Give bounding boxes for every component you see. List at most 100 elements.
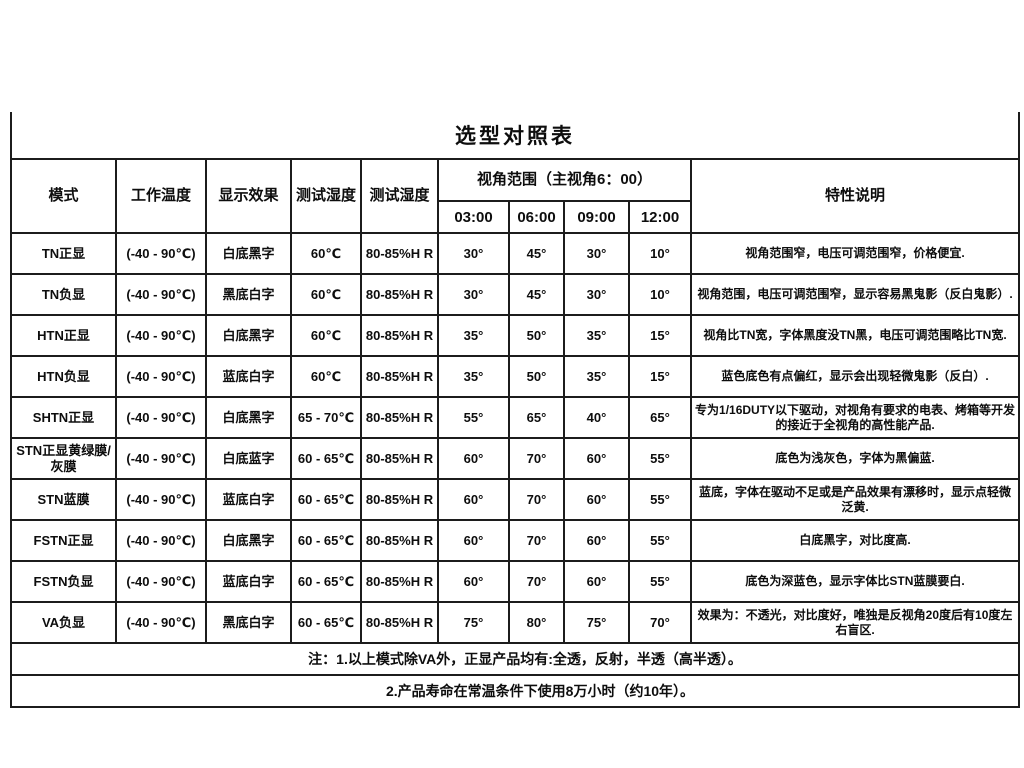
cell-angle-0600: 50°	[508, 355, 565, 398]
cell-effect: 蓝底白字	[205, 355, 292, 398]
cell-effect: 白底蓝字	[205, 437, 292, 480]
cell-work-temp: (-40 - 90℃)	[115, 560, 207, 603]
cell-humidity: 80-85%H R	[360, 273, 439, 316]
page-title: 选型对照表	[9, 112, 1021, 160]
selection-table: 选型对照表 模式 工作温度 显示效果 测试湿度 测试湿度 视角范围（主视角6：0…	[9, 112, 1021, 708]
table-row: TN负显 (-40 - 90℃) 黑底白字 60℃ 80-85%H R 30° …	[10, 273, 1021, 316]
header-angle-0900: 09:00	[563, 200, 630, 234]
cell-test-temp: 60℃	[290, 314, 362, 357]
cell-angle-0600: 65°	[508, 396, 565, 439]
cell-angle-1200: 55°	[628, 478, 692, 521]
cell-desc: 视角范围，电压可调范围窄，显示容易黑鬼影（反白鬼影）.	[689, 273, 1021, 316]
cell-desc: 底色为浅灰色，字体为黑偏蓝.	[689, 437, 1021, 480]
table-row: HTN负显 (-40 - 90℃) 蓝底白字 60℃ 80-85%H R 35°…	[10, 355, 1021, 398]
cell-mode: TN负显	[10, 273, 117, 316]
cell-desc: 视角范围窄，电压可调范围窄，价格便宜.	[689, 232, 1021, 275]
table-row: VA负显 (-40 - 90℃) 黑底白字 60 - 65℃ 80-85%H R…	[10, 601, 1021, 644]
cell-angle-0900: 60°	[563, 478, 630, 521]
cell-work-temp: (-40 - 90℃)	[115, 519, 207, 562]
cell-angle-0300: 30°	[437, 232, 510, 275]
cell-angle-0600: 80°	[508, 601, 565, 644]
cell-test-temp: 60 - 65℃	[290, 601, 362, 644]
cell-angle-0300: 75°	[437, 601, 510, 644]
cell-test-temp: 60℃	[290, 232, 362, 275]
header-angle-0300: 03:00	[437, 200, 510, 234]
cell-angle-1200: 55°	[628, 560, 692, 603]
header-features: 特性说明	[689, 158, 1021, 234]
cell-mode: VA负显	[10, 601, 117, 644]
cell-work-temp: (-40 - 90℃)	[115, 355, 207, 398]
cell-mode: FSTN负显	[10, 560, 117, 603]
cell-desc: 白底黑字，对比度高.	[689, 519, 1021, 562]
cell-angle-0600: 70°	[508, 519, 565, 562]
cell-mode: STN正显黄绿膜/灰膜	[10, 437, 117, 480]
cell-angle-0300: 35°	[437, 314, 510, 357]
table-row: SHTN正显 (-40 - 90℃) 白底黑字 65 - 70℃ 80-85%H…	[10, 396, 1021, 439]
note-row-2: 2.产品寿命在常温条件下使用8万小时（约10年）。	[9, 674, 1021, 708]
cell-test-temp: 60℃	[290, 355, 362, 398]
cell-mode: HTN正显	[10, 314, 117, 357]
cell-desc: 蓝底，字体在驱动不足或是产品效果有漂移时，显示点轻微泛黄.	[689, 478, 1021, 521]
cell-humidity: 80-85%H R	[360, 601, 439, 644]
cell-angle-0900: 60°	[563, 437, 630, 480]
cell-mode: TN正显	[10, 232, 117, 275]
cell-work-temp: (-40 - 90℃)	[115, 232, 207, 275]
table-row: FSTN正显 (-40 - 90℃) 白底黑字 60 - 65℃ 80-85%H…	[10, 519, 1021, 562]
cell-angle-1200: 70°	[628, 601, 692, 644]
note-row-1: 注：1.以上模式除VA外，正显产品均有:全透，反射，半透（高半透）。	[9, 642, 1021, 676]
cell-desc: 效果为：不透光，对比度好，唯独是反视角20度后有10度左右盲区.	[689, 601, 1021, 644]
cell-angle-0600: 70°	[508, 560, 565, 603]
cell-angle-1200: 55°	[628, 519, 692, 562]
table-row: HTN正显 (-40 - 90℃) 白底黑字 60℃ 80-85%H R 35°…	[10, 314, 1021, 357]
header-row-main: 模式 工作温度 显示效果 测试湿度 测试湿度 视角范围（主视角6：00） 特性说…	[10, 158, 1021, 234]
cell-effect: 黑底白字	[205, 601, 292, 644]
note-1-text: 注：1.以上模式除VA外，正显产品均有:全透，反射，半透（高半透）。	[9, 642, 1021, 676]
cell-angle-1200: 10°	[628, 273, 692, 316]
cell-work-temp: (-40 - 90℃)	[115, 478, 207, 521]
cell-desc: 专为1/16DUTY以下驱动，对视角有要求的电表、烤箱等开发的接近于全视角的高性…	[689, 396, 1021, 439]
cell-angle-0300: 55°	[437, 396, 510, 439]
cell-angle-0300: 60°	[437, 437, 510, 480]
note-2-text: 2.产品寿命在常温条件下使用8万小时（约10年）。	[9, 674, 1021, 708]
cell-test-temp: 65 - 70℃	[290, 396, 362, 439]
cell-angle-1200: 15°	[628, 314, 692, 357]
header-display-effect: 显示效果	[205, 158, 292, 234]
header-test-col-2: 测试湿度	[360, 158, 439, 234]
cell-effect: 蓝底白字	[205, 478, 292, 521]
cell-mode: FSTN正显	[10, 519, 117, 562]
cell-humidity: 80-85%H R	[360, 355, 439, 398]
cell-work-temp: (-40 - 90℃)	[115, 437, 207, 480]
table-row: STN蓝膜 (-40 - 90℃) 蓝底白字 60 - 65℃ 80-85%H …	[10, 478, 1021, 521]
cell-work-temp: (-40 - 90℃)	[115, 601, 207, 644]
title-row: 选型对照表	[9, 112, 1021, 160]
header-angle-1200: 12:00	[628, 200, 692, 234]
header-viewing-angle-group: 视角范围（主视角6：00）	[437, 158, 692, 202]
cell-angle-0300: 60°	[437, 519, 510, 562]
cell-desc: 视角比TN宽，字体黑度没TN黑，电压可调范围略比TN宽.	[689, 314, 1021, 357]
cell-effect: 蓝底白字	[205, 560, 292, 603]
cell-work-temp: (-40 - 90℃)	[115, 273, 207, 316]
cell-angle-0900: 30°	[563, 232, 630, 275]
cell-angle-0300: 60°	[437, 560, 510, 603]
cell-angle-1200: 55°	[628, 437, 692, 480]
header-row-angles: 03:00 06:00 09:00 12:00	[11, 200, 1019, 234]
cell-test-temp: 60 - 65℃	[290, 560, 362, 603]
header-test-col-1: 测试湿度	[290, 158, 362, 234]
cell-angle-1200: 10°	[628, 232, 692, 275]
cell-test-temp: 60 - 65℃	[290, 478, 362, 521]
cell-test-temp: 60℃	[290, 273, 362, 316]
cell-effect: 白底黑字	[205, 232, 292, 275]
cell-mode: SHTN正显	[10, 396, 117, 439]
cell-angle-0600: 45°	[508, 273, 565, 316]
cell-angle-0900: 75°	[563, 601, 630, 644]
cell-effect: 白底黑字	[205, 314, 292, 357]
cell-work-temp: (-40 - 90℃)	[115, 314, 207, 357]
cell-angle-1200: 15°	[628, 355, 692, 398]
table-row: TN正显 (-40 - 90℃) 白底黑字 60℃ 80-85%H R 30° …	[10, 232, 1021, 275]
cell-angle-0300: 30°	[437, 273, 510, 316]
cell-humidity: 80-85%H R	[360, 232, 439, 275]
cell-mode: HTN负显	[10, 355, 117, 398]
table-row: FSTN负显 (-40 - 90℃) 蓝底白字 60 - 65℃ 80-85%H…	[10, 560, 1021, 603]
cell-angle-0900: 60°	[563, 519, 630, 562]
cell-humidity: 80-85%H R	[360, 519, 439, 562]
